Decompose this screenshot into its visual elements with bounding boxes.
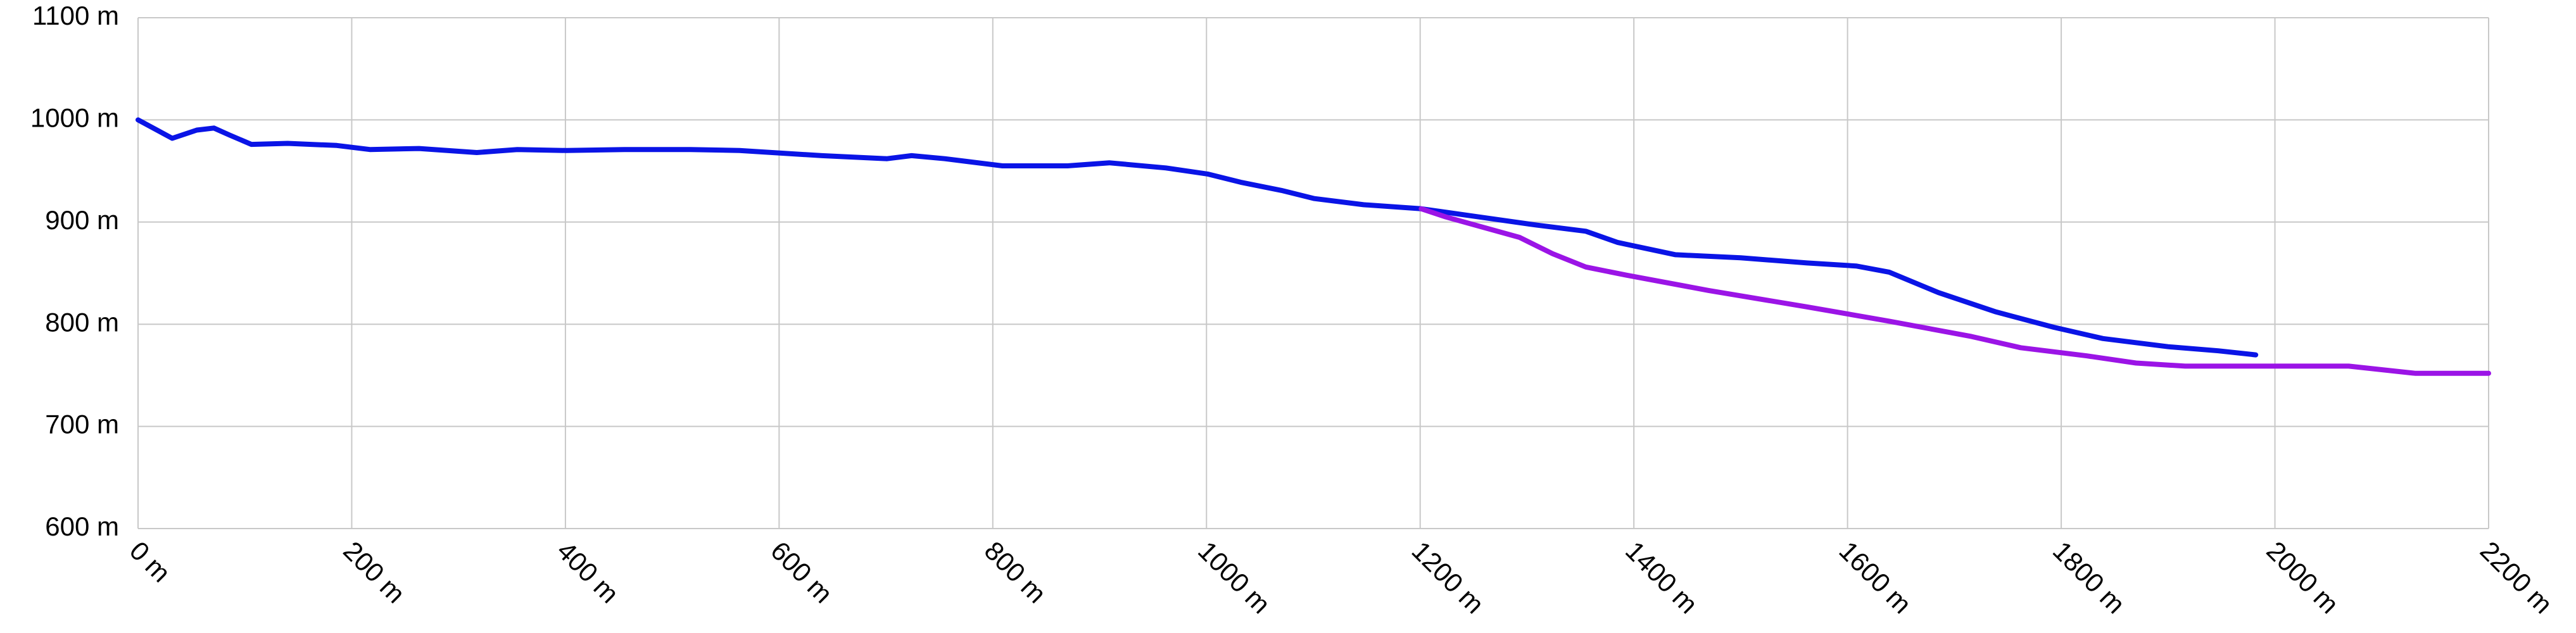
- x-tick-label: 1600 m: [1833, 536, 1917, 619]
- x-tick-label: 0 m: [124, 536, 177, 588]
- elevation-line: [136, 117, 2259, 358]
- x-tick-label: 1200 m: [1406, 536, 1490, 619]
- x-tick-label: 200 m: [338, 536, 411, 609]
- y-tick-label: 700 m: [45, 410, 119, 439]
- x-tick-label: 800 m: [979, 536, 1052, 609]
- x-tick-label: 1000 m: [1192, 536, 1276, 619]
- x-tick-label: 400 m: [552, 536, 625, 609]
- x-tick-label: 1800 m: [2047, 536, 2131, 619]
- x-tick-label: 2000 m: [2261, 536, 2344, 619]
- y-tick-label: 1000 m: [30, 103, 119, 132]
- y-tick-label: 600 m: [45, 511, 119, 541]
- y-tick-label: 900 m: [45, 205, 119, 235]
- elevation-line: [1418, 206, 2491, 376]
- y-tick-label: 1100 m: [32, 1, 119, 30]
- x-tick-label: 1400 m: [1620, 536, 1703, 619]
- y-tick-label: 800 m: [45, 307, 119, 337]
- x-tick-label: 600 m: [765, 536, 838, 609]
- x-tick-label: 2200 m: [2475, 536, 2558, 619]
